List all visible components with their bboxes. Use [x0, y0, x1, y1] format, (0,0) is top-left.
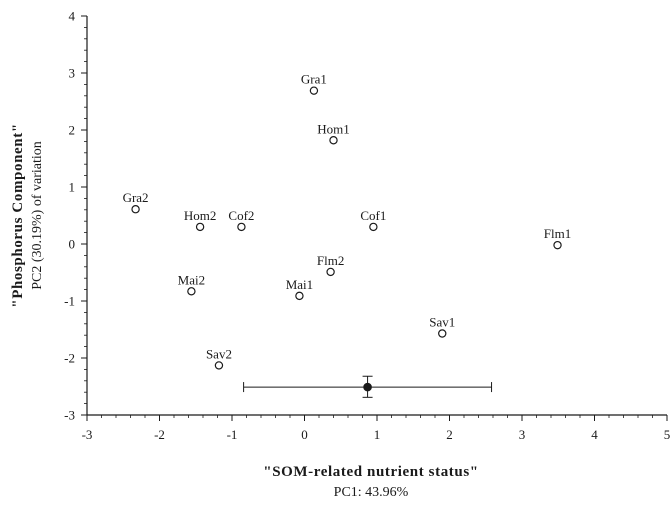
y-tick-label: -1	[64, 294, 75, 309]
y-tick-label: 4	[69, 9, 76, 24]
x-tick-label: 5	[664, 427, 671, 442]
data-point-flm2	[326, 267, 335, 277]
y-tick-label: -2	[64, 351, 75, 366]
data-point-sav1	[438, 329, 447, 338]
x-tick-label: 0	[301, 427, 308, 442]
point-label-mai1: Mai1	[286, 277, 313, 292]
point-label-hom1: Hom1	[317, 121, 350, 136]
x-axis-subtitle: PC1: 43.96%	[334, 485, 409, 500]
x-tick-label: -1	[227, 427, 238, 442]
point-label-mai2: Mai2	[178, 272, 205, 287]
y-tick-label: 0	[69, 237, 76, 252]
point-label-gra1: Gra1	[301, 72, 327, 87]
x-axis-title: "SOM-related nutrient status"	[263, 464, 478, 480]
point-label-sav2: Sav2	[206, 346, 232, 361]
data-point-mai2	[187, 287, 196, 296]
data-points: Gra1 Hom1 Gra2 Hom2 Cof2 Cof1 Flm1 Flm2 Mai2 Mai1…	[123, 72, 571, 370]
point-label-cof1: Cof1	[360, 208, 386, 223]
data-point-hom1	[329, 136, 338, 145]
data-point-hom2	[195, 222, 205, 232]
data-point-flm1	[553, 240, 562, 250]
error-bar-group	[243, 375, 493, 398]
x-tick-label: -3	[82, 427, 93, 442]
point-label-sav1: Sav1	[429, 314, 455, 329]
x-tick-label: 1	[374, 427, 381, 442]
point-label-flm2: Flm2	[317, 253, 344, 268]
x-tick-label: -2	[154, 427, 165, 442]
y-axis-subtitle: PC2 (30.19%) of variation	[30, 141, 45, 290]
ticks: -3 -2 -1 0 1 2 3 4 5 -3 -2 -1 0 1 2 3 4	[64, 9, 670, 443]
x-tick-label: 4	[591, 427, 598, 442]
data-point-gra2	[131, 205, 140, 214]
point-label-cof2: Cof2	[228, 208, 254, 223]
y-tick-label: 2	[69, 123, 76, 138]
data-point-gra1	[309, 86, 319, 95]
point-label-flm1: Flm1	[544, 226, 571, 241]
y-axis-title: "Phosphorus Component"	[10, 123, 26, 307]
point-label-gra2: Gra2	[123, 190, 149, 205]
point-label-hom2: Hom2	[184, 208, 217, 223]
error-bar-mean-point	[363, 382, 372, 392]
data-point-cof1	[369, 222, 378, 232]
x-tick-label: 3	[519, 427, 526, 442]
x-tick-label: 2	[446, 427, 453, 442]
data-point-sav2	[214, 361, 224, 370]
y-tick-label: 1	[69, 180, 76, 195]
data-point-mai1	[295, 291, 304, 301]
data-point-cof2	[237, 222, 246, 232]
y-tick-label: 3	[69, 66, 76, 81]
y-tick-label: -3	[64, 408, 75, 423]
